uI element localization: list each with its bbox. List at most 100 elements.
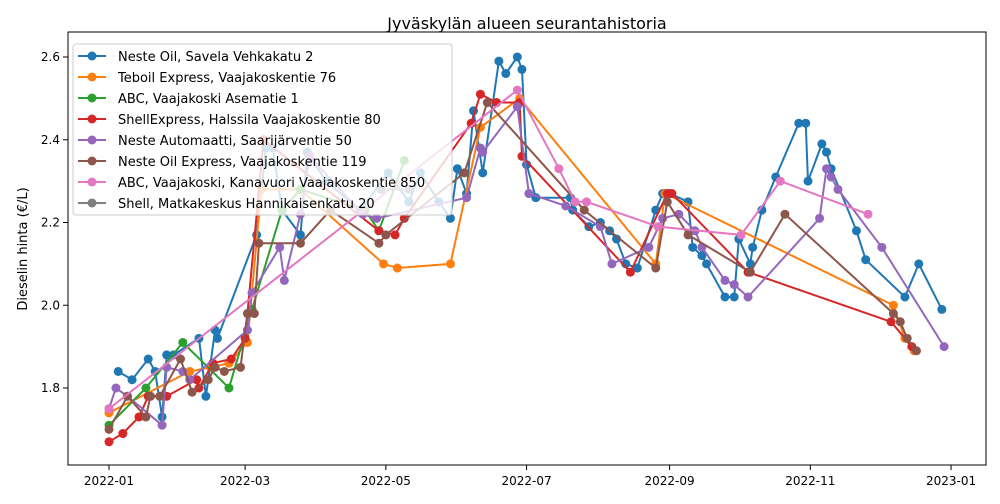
x-tick-label: 2022-07	[501, 474, 551, 488]
data-point	[720, 275, 730, 285]
x-tick-label: 2022-03	[220, 474, 270, 488]
legend-label: Shell, Matkakeskus Hannikaisenkatu 20	[118, 197, 375, 212]
data-point	[104, 404, 114, 414]
data-point	[644, 242, 654, 252]
data-point	[224, 383, 234, 393]
data-point	[210, 362, 220, 372]
data-point	[821, 164, 831, 174]
data-point	[801, 118, 811, 128]
x-tick-label: 2022-01	[84, 474, 134, 488]
data-point	[745, 267, 755, 277]
y-axis-label: Dieselin hinta (€/L)	[16, 187, 31, 310]
data-point	[667, 189, 677, 199]
data-point	[242, 309, 252, 319]
data-point	[554, 164, 564, 174]
data-point	[902, 333, 912, 343]
legend-label: Teboil Express, Vaajakoskentie 76	[117, 71, 336, 86]
data-point	[937, 304, 947, 314]
data-point	[192, 375, 202, 385]
data-point	[561, 201, 571, 211]
y-tick-label: 2.6	[41, 50, 60, 64]
data-point	[821, 147, 831, 157]
data-point	[157, 420, 167, 430]
data-point	[127, 375, 137, 385]
data-point	[729, 292, 739, 302]
data-point	[392, 263, 402, 273]
data-point	[863, 209, 873, 219]
y-tick-label: 2.4	[41, 133, 60, 147]
data-point	[579, 205, 589, 215]
data-point	[851, 226, 861, 236]
data-point	[653, 222, 663, 232]
legend-marker-icon	[87, 198, 97, 208]
x-tick-label: 2022-09	[645, 474, 695, 488]
data-point	[104, 437, 114, 447]
y-axis: 1.8 2.0 2.2 2.4 2.6	[41, 50, 68, 395]
data-point	[162, 350, 172, 360]
data-point	[939, 342, 949, 352]
data-point	[833, 184, 843, 194]
data-point	[911, 346, 921, 356]
series-6	[104, 85, 873, 414]
data-point	[201, 391, 211, 401]
data-point	[736, 230, 746, 240]
legend-marker-icon	[87, 93, 97, 103]
data-point	[815, 213, 825, 223]
legend-marker-icon	[87, 135, 97, 145]
data-point	[203, 375, 213, 385]
data-point	[482, 98, 492, 108]
y-tick-label: 1.8	[41, 381, 60, 395]
data-point	[478, 168, 488, 178]
data-point	[445, 213, 455, 223]
data-point	[185, 366, 195, 376]
data-point	[888, 309, 898, 319]
data-point	[861, 255, 871, 265]
legend-marker-icon	[87, 177, 97, 187]
data-point	[113, 366, 123, 376]
data-point	[275, 242, 285, 252]
data-point	[122, 391, 132, 401]
legend-item: Neste Oil Express, Vaajakoskentie 119	[78, 155, 366, 170]
data-point	[702, 259, 712, 269]
data-point	[697, 251, 707, 261]
legend-label: Neste Oil Express, Vaajakoskentie 119	[118, 155, 366, 170]
series-5	[104, 98, 921, 434]
y-tick-label: 2.0	[41, 298, 60, 312]
data-point	[625, 267, 635, 277]
data-point	[720, 292, 730, 302]
data-point	[146, 391, 156, 401]
data-point	[494, 56, 504, 66]
data-point	[570, 197, 580, 207]
data-point	[254, 238, 264, 248]
data-point	[743, 292, 753, 302]
x-tick-label: 2023-01	[926, 474, 976, 488]
data-point	[632, 263, 642, 273]
data-point	[452, 164, 462, 174]
data-point	[501, 69, 511, 79]
data-point	[745, 259, 755, 269]
x-tick-label: 2022-05	[361, 474, 411, 488]
legend-label: ABC, Vaajakoski, Kanavuori Vaajakoskenti…	[118, 176, 425, 191]
data-point	[187, 387, 197, 397]
data-point	[582, 197, 592, 207]
data-point	[683, 230, 693, 240]
data-point	[512, 102, 522, 112]
data-point	[118, 429, 128, 439]
data-point	[512, 52, 522, 62]
data-point	[178, 337, 188, 347]
data-point	[895, 317, 905, 327]
legend-box	[72, 43, 453, 216]
data-point	[462, 193, 472, 203]
data-point	[817, 139, 827, 149]
data-point	[374, 226, 384, 236]
legend-item: ABC, Vaajakoski, Kanavuori Vaajakoskenti…	[78, 176, 425, 191]
legend-marker-icon	[87, 114, 97, 124]
data-point	[688, 242, 698, 252]
data-point	[374, 238, 384, 248]
data-point	[729, 280, 739, 290]
legend-item: ABC, Vaajakoski Asematie 1	[78, 92, 299, 107]
data-point	[445, 259, 455, 269]
legend-item: Shell, Matkakeskus Hannikaisenkatu 20	[78, 197, 375, 212]
data-point	[877, 242, 887, 252]
